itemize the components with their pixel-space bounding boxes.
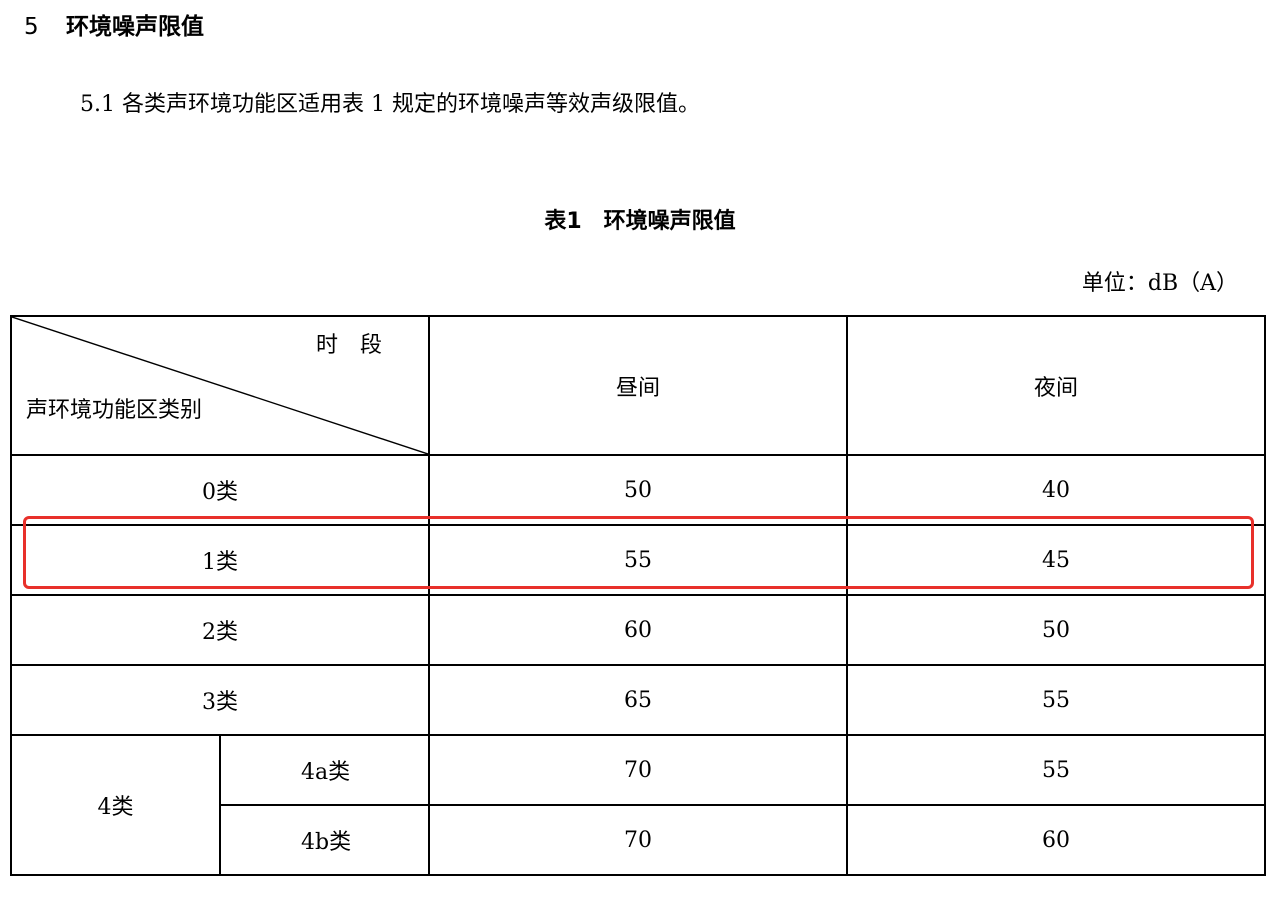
table-row: 2类 60 50	[10, 594, 1266, 666]
sub-category: 4b类	[219, 804, 430, 876]
diagonal-header-cell: 时 段 声环境功能区类别	[10, 315, 430, 456]
row-night-value: 50	[846, 594, 1266, 666]
unit-label: 单位：dB（A）	[1081, 271, 1238, 296]
row-night-value: 40	[846, 454, 1266, 526]
header-night: 夜间	[846, 315, 1266, 456]
row-category: 2类	[10, 594, 430, 666]
diagonal-line	[12, 317, 428, 454]
row-night-value: 55	[846, 664, 1266, 736]
row-category: 1类	[10, 524, 430, 596]
row-night-value: 55	[846, 734, 1266, 806]
row-night-value: 45	[846, 524, 1266, 596]
row-day-value: 70	[428, 734, 848, 806]
table-row: 3类 65 55	[10, 664, 1266, 736]
row-day-value: 60	[428, 594, 848, 666]
header-period-label: 时 段	[315, 333, 382, 358]
table-row: 1类 55 45	[10, 524, 1266, 596]
table-row: 4b类 70 60	[11, 804, 1266, 876]
row-night-value: 60	[846, 804, 1266, 876]
section-title: 环境噪声限值	[66, 14, 204, 40]
header-category-label: 声环境功能区类别	[26, 398, 203, 423]
section-number: 5	[24, 14, 39, 40]
group-category: 4类	[10, 734, 221, 876]
row-day-value: 65	[428, 664, 848, 736]
noise-limit-table: 时 段 声环境功能区类别 昼间 夜间 0类 50 40 1类 55 45 2类 …	[10, 315, 1266, 876]
clause-text: 5.1 各类声环境功能区适用表 1 规定的环境噪声等效声级限值。	[80, 92, 700, 117]
row-day-value: 70	[428, 804, 848, 876]
sub-category: 4a类	[219, 734, 430, 806]
row-category: 3类	[10, 664, 430, 736]
table-row: 0类 50 40	[10, 454, 1266, 526]
table-caption: 表1 环境噪声限值	[544, 209, 736, 234]
row-day-value: 50	[428, 454, 848, 526]
table-header-row: 时 段 声环境功能区类别 昼间 夜间	[10, 315, 1266, 456]
row-day-value: 55	[428, 524, 848, 596]
header-day: 昼间	[428, 315, 848, 456]
row-category: 0类	[10, 454, 430, 526]
table-row: 4类 4a类 70 55	[10, 734, 1266, 876]
section-heading: 5 环境噪声限值	[24, 10, 204, 44]
